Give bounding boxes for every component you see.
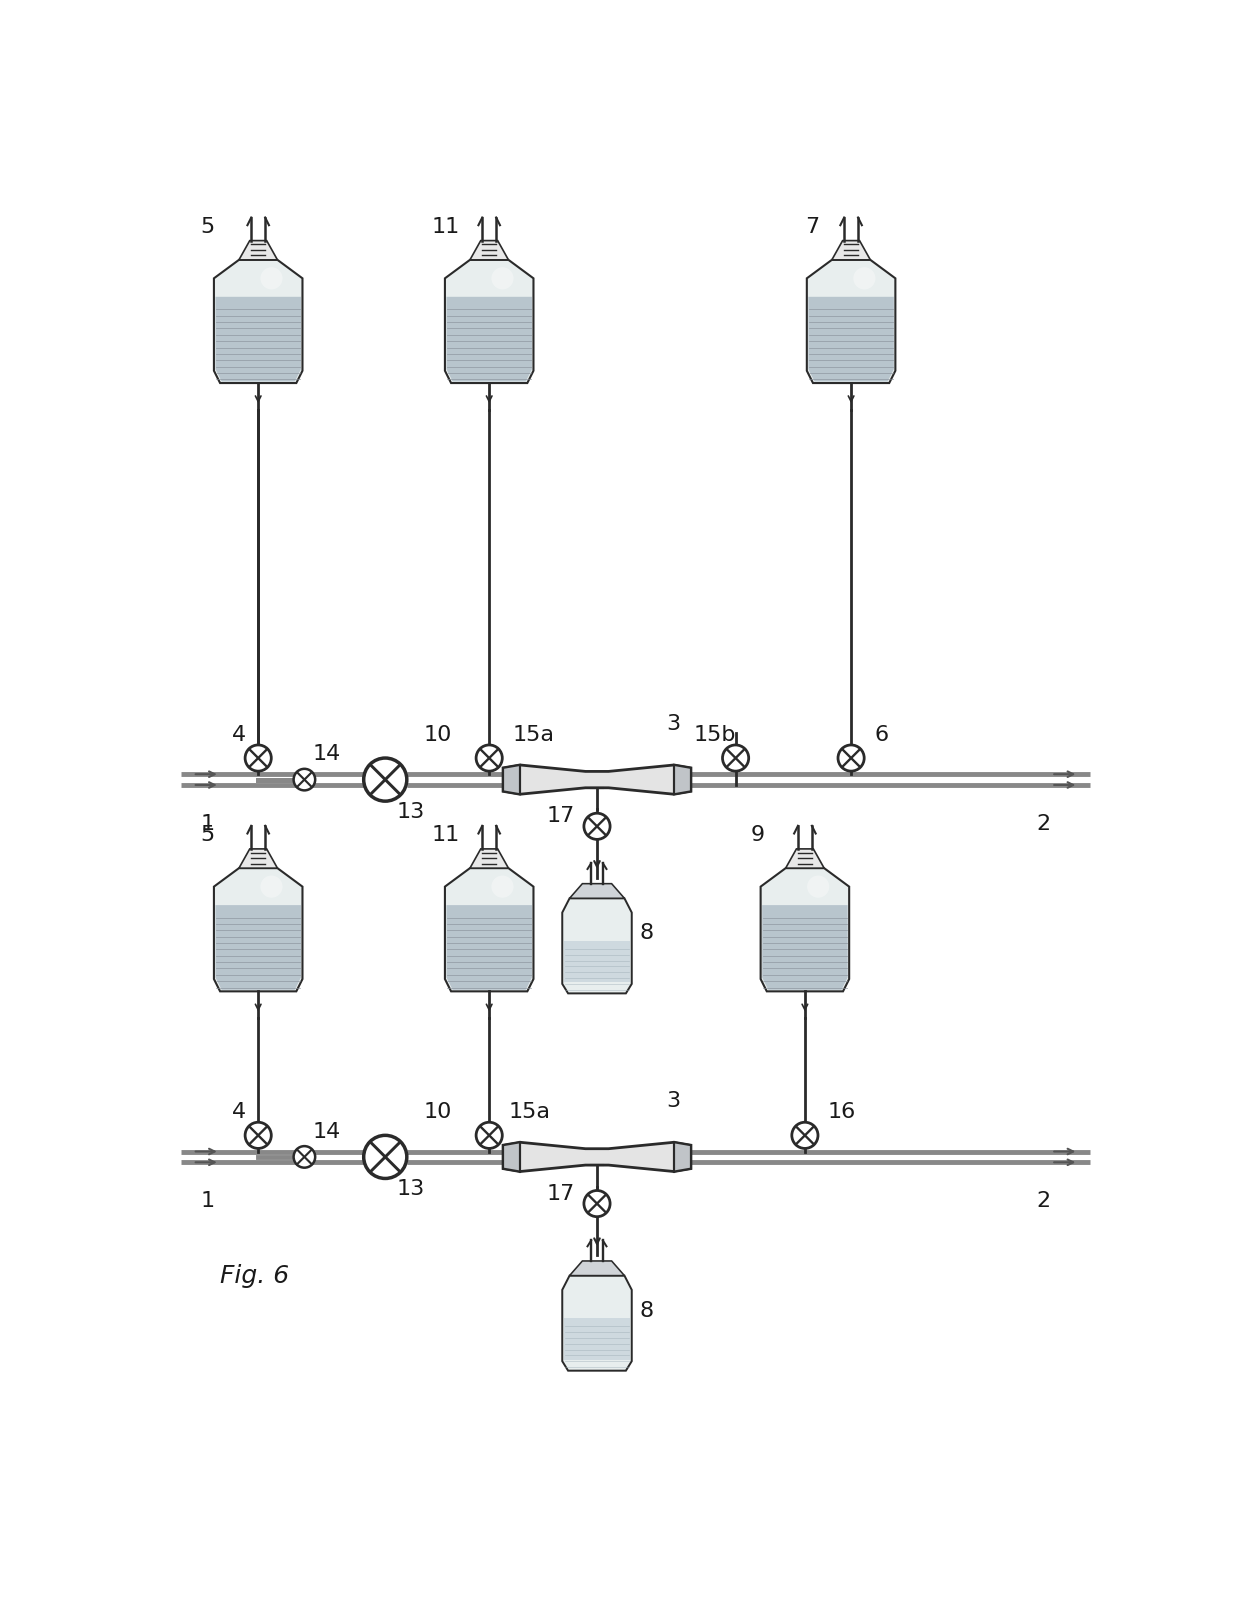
Circle shape: [838, 745, 864, 771]
Polygon shape: [216, 296, 301, 382]
Text: 9: 9: [751, 825, 765, 846]
Circle shape: [294, 1145, 315, 1168]
Polygon shape: [569, 883, 625, 897]
Polygon shape: [503, 1142, 691, 1171]
Ellipse shape: [491, 875, 513, 897]
Polygon shape: [807, 259, 895, 382]
Polygon shape: [564, 941, 630, 982]
Circle shape: [792, 1123, 818, 1149]
Ellipse shape: [260, 875, 283, 897]
Circle shape: [363, 1136, 407, 1178]
Text: 8: 8: [640, 1301, 653, 1320]
Text: 10: 10: [424, 1102, 453, 1123]
Text: 2: 2: [1035, 813, 1050, 834]
Polygon shape: [675, 1142, 691, 1171]
Text: 3: 3: [666, 713, 681, 734]
Ellipse shape: [491, 267, 513, 290]
Text: 6: 6: [874, 726, 888, 745]
Text: 17: 17: [547, 807, 575, 826]
Text: 10: 10: [424, 726, 453, 745]
Text: 11: 11: [432, 825, 460, 846]
Polygon shape: [446, 906, 532, 990]
Circle shape: [363, 758, 407, 802]
Text: 5: 5: [201, 825, 215, 846]
Text: 4: 4: [232, 726, 247, 745]
Text: 15a: 15a: [508, 1102, 551, 1123]
Circle shape: [476, 1123, 502, 1149]
Polygon shape: [216, 906, 301, 990]
Polygon shape: [446, 296, 532, 382]
Text: 7: 7: [805, 217, 820, 237]
Polygon shape: [675, 765, 691, 794]
Polygon shape: [215, 868, 303, 991]
Polygon shape: [503, 765, 691, 794]
Polygon shape: [470, 849, 508, 868]
Text: Fig. 5: Fig. 5: [219, 888, 289, 910]
Text: 15b: 15b: [693, 726, 735, 745]
Text: 15a: 15a: [512, 726, 554, 745]
Circle shape: [584, 813, 610, 839]
Circle shape: [246, 1123, 272, 1149]
Polygon shape: [760, 868, 849, 991]
Circle shape: [476, 745, 502, 771]
Polygon shape: [562, 1275, 631, 1371]
Ellipse shape: [260, 267, 283, 290]
Circle shape: [584, 1191, 610, 1217]
Polygon shape: [562, 897, 631, 993]
Polygon shape: [239, 849, 278, 868]
Text: 11: 11: [432, 217, 460, 237]
Text: 14: 14: [312, 1121, 340, 1142]
Polygon shape: [832, 241, 870, 259]
Polygon shape: [215, 259, 303, 382]
Polygon shape: [445, 868, 533, 991]
Text: 1: 1: [201, 813, 215, 834]
Text: 4: 4: [232, 1102, 247, 1123]
Polygon shape: [808, 296, 894, 382]
Text: 5: 5: [201, 217, 215, 237]
Polygon shape: [239, 241, 278, 259]
Text: 16: 16: [828, 1102, 857, 1123]
Polygon shape: [470, 241, 508, 259]
Polygon shape: [503, 765, 520, 794]
Polygon shape: [503, 1142, 520, 1171]
Polygon shape: [786, 849, 825, 868]
Polygon shape: [569, 1260, 625, 1275]
Circle shape: [294, 770, 315, 791]
Text: Fig. 6: Fig. 6: [219, 1264, 289, 1288]
Circle shape: [246, 745, 272, 771]
Polygon shape: [763, 906, 848, 990]
Text: 13: 13: [397, 802, 425, 821]
Circle shape: [723, 745, 749, 771]
Text: 8: 8: [640, 923, 653, 943]
Text: 17: 17: [547, 1184, 575, 1204]
Text: 2: 2: [1035, 1191, 1050, 1212]
Text: 13: 13: [397, 1179, 425, 1199]
Text: 3: 3: [666, 1090, 681, 1111]
Ellipse shape: [853, 267, 875, 290]
Text: 14: 14: [312, 744, 340, 765]
Ellipse shape: [807, 875, 830, 897]
Polygon shape: [564, 1319, 630, 1359]
Polygon shape: [445, 259, 533, 382]
Text: 1: 1: [201, 1191, 215, 1212]
